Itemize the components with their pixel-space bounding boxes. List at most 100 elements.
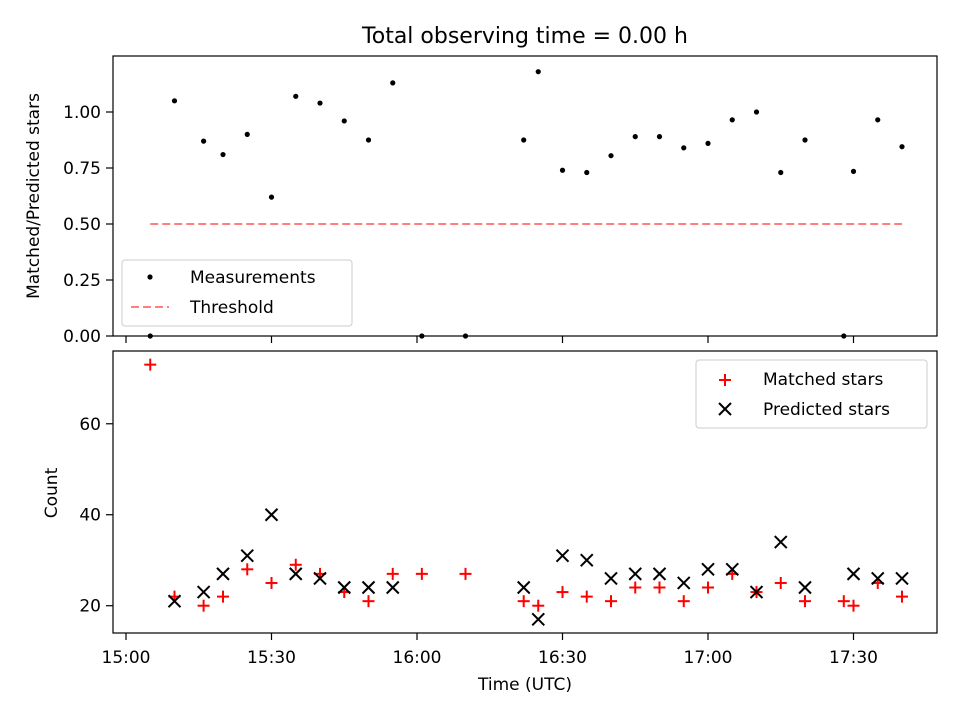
top-panel-frame [112, 55, 938, 337]
predicted-stars-point [196, 585, 211, 599]
matched-stars-point [197, 599, 210, 612]
measurement-point [802, 137, 808, 143]
top-y-axis-label: Matched/Predicted stars [24, 93, 44, 299]
matched-stars-point [847, 599, 860, 612]
bottom-panel-frame [112, 350, 938, 634]
matched-stars-point [241, 563, 254, 576]
legend-measurements-label: Measurements [190, 268, 316, 288]
bottom-y-axis: 20 40 60 [79, 415, 113, 617]
predicted-stars-point [846, 567, 861, 581]
predicted-stars-point [361, 580, 376, 595]
top-panel-title: Total observing time = 0.00 h [361, 24, 688, 49]
predicted-stars-point [167, 594, 182, 608]
predicted-stars-point [774, 535, 788, 549]
predicted-stars-point [531, 612, 545, 627]
matched-stars-point [556, 586, 569, 599]
predicted-stars-point [604, 571, 618, 586]
y-tick-label: 40 [79, 506, 101, 526]
legend-predicted-label: Predicted stars [763, 400, 890, 420]
measurement-point [681, 145, 687, 151]
measurement-point [521, 137, 527, 143]
matched-stars-point [532, 599, 545, 612]
measurement-point [147, 333, 153, 339]
matched-stars-point [896, 590, 908, 603]
legend-predicted-marker [718, 402, 732, 416]
predicted-stars-point [337, 580, 351, 595]
predicted-stars-point [725, 562, 739, 577]
x-tick-label: 16:30 [538, 648, 587, 668]
measurement-point [841, 333, 847, 339]
bottom-x-axis: 15:00 15:30 16:00 16:30 17:00 17:30 [102, 633, 878, 668]
measurement-point [317, 100, 323, 106]
x-tick-label: 17:30 [829, 648, 878, 668]
bottom-y-axis-label: Count [42, 467, 62, 518]
matched-stars-point [702, 581, 714, 594]
y-tick-label: 20 [79, 597, 101, 617]
matched-stars-point [629, 581, 642, 594]
measurement-point [201, 138, 207, 144]
predicted-stars-point [798, 580, 812, 595]
measurement-point [729, 117, 735, 123]
measurement-point [220, 151, 226, 158]
measurement-point [390, 80, 396, 86]
matched-stars-point [580, 590, 593, 603]
predicted-stars-point [701, 562, 715, 577]
legend-measurements-marker [147, 274, 153, 280]
y-tick-label: 0.75 [63, 159, 101, 179]
matched-stars-point [837, 595, 850, 608]
legend-threshold-label: Threshold [189, 298, 274, 318]
top-y-axis: 0.00 0.25 0.50 0.75 1.00 [63, 103, 113, 347]
predicted-stars-point [313, 571, 327, 586]
predicted-stars-point [677, 576, 691, 590]
predicted-stars-point [264, 508, 279, 522]
measurement-point [875, 117, 881, 123]
matched-stars-point [265, 576, 278, 589]
predicted-stars-point [240, 548, 254, 563]
top-x-axis [125, 336, 855, 343]
top-legend-box [121, 259, 353, 327]
bottom-series-group [144, 358, 909, 627]
matched-stars-point [386, 567, 399, 580]
measurement-point [753, 109, 760, 115]
legend-matched-marker [719, 374, 731, 386]
measurement-point [171, 98, 178, 104]
measurement-point [584, 169, 590, 176]
predicted-stars-point [871, 571, 885, 586]
x-tick-label: 15:00 [102, 648, 151, 668]
x-tick-label: 15:30 [247, 648, 296, 668]
measurement-point [293, 93, 299, 99]
matched-stars-point [362, 595, 375, 608]
top-legend: Measurements Threshold [121, 259, 353, 327]
predicted-stars-point [516, 580, 531, 595]
measurement-point [535, 69, 541, 75]
matched-stars-point [517, 595, 530, 608]
measurement-point [632, 134, 638, 140]
y-tick-label: 1.00 [63, 103, 101, 123]
x-tick-label: 16:00 [393, 648, 442, 668]
matched-stars-point [774, 576, 787, 589]
y-tick-label: 60 [79, 415, 101, 435]
y-tick-label: 0.00 [63, 327, 101, 347]
predicted-stars-point [580, 553, 594, 567]
measurement-point [778, 169, 784, 176]
matched-stars-point [459, 567, 472, 580]
predicted-stars-point [628, 567, 642, 581]
measurement-point [850, 168, 857, 174]
measurement-point [341, 118, 347, 124]
measurement-point [656, 134, 663, 140]
y-tick-label: 0.50 [63, 215, 101, 235]
matched-stars-point [289, 558, 302, 571]
y-tick-label: 0.25 [63, 271, 101, 291]
x-tick-label: 17:00 [684, 648, 733, 668]
measurement-point [419, 333, 425, 339]
predicted-stars-point [386, 580, 400, 595]
predicted-stars-point [749, 585, 764, 599]
measurement-point [608, 153, 614, 159]
bottom-legend: Matched stars Predicted stars [695, 359, 928, 429]
measurement-point [244, 131, 250, 137]
predicted-stars-point [216, 567, 230, 581]
matched-stars-point [799, 595, 811, 608]
measurement-point [268, 194, 275, 200]
measurement-point [559, 167, 566, 173]
